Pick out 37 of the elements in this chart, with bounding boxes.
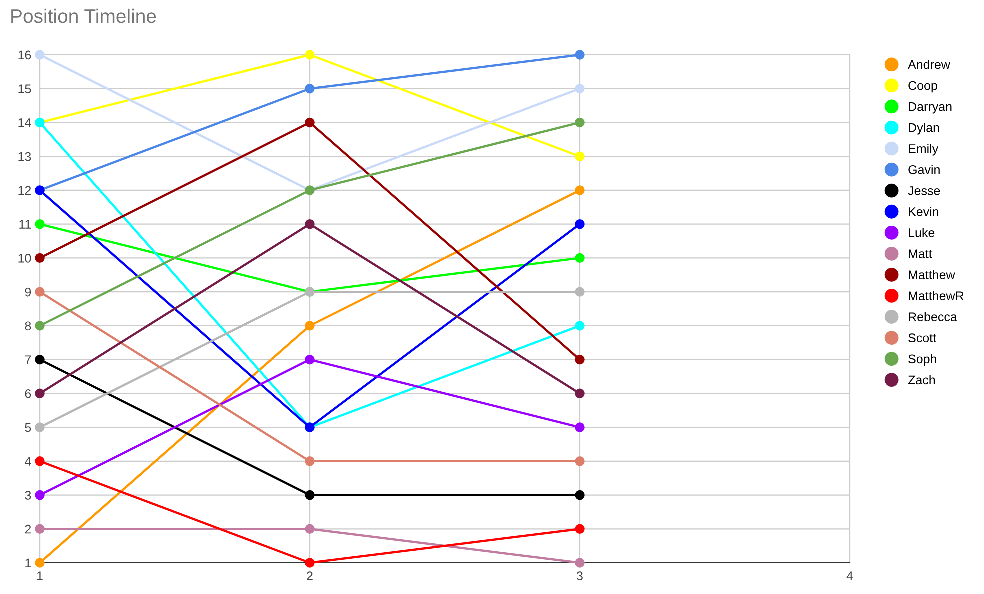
y-tick-label: 4 bbox=[25, 457, 32, 466]
legend-label: Gavin bbox=[908, 165, 940, 174]
y-tick-label: 14 bbox=[18, 118, 32, 128]
x-tick-label: 1 bbox=[37, 572, 43, 580]
legend-label: Kevin bbox=[909, 207, 939, 216]
x-tick-label: 4 bbox=[846, 572, 854, 580]
legend-label: Scott bbox=[908, 334, 936, 343]
legend-label: Jesse bbox=[908, 186, 940, 196]
legend-label: Dylan bbox=[909, 123, 940, 135]
y-tick-label: 15 bbox=[18, 84, 32, 94]
y-tick-label: 6 bbox=[25, 389, 32, 398]
y-tick-label: 3 bbox=[25, 491, 32, 500]
legend-label: Zach bbox=[908, 375, 936, 385]
y-tick-label: 10 bbox=[18, 254, 32, 263]
legend-label: Coop bbox=[908, 81, 938, 93]
legend-label: Andrew bbox=[908, 60, 950, 70]
x-tick-label: 2 bbox=[307, 572, 313, 580]
legend-label: MatthewR bbox=[909, 291, 964, 300]
y-tick-label: 5 bbox=[25, 423, 32, 432]
y-tick-label: 1 bbox=[26, 558, 32, 568]
x-tick-label: 3 bbox=[577, 572, 583, 581]
y-tick-label: 12 bbox=[18, 186, 32, 195]
legend-label: Rebecca bbox=[909, 312, 958, 322]
y-tick-label: 8 bbox=[25, 322, 32, 331]
y-tick-label: 7 bbox=[25, 356, 32, 364]
legend-label: Matt bbox=[909, 250, 932, 258]
legend-label: Soph bbox=[908, 354, 936, 366]
y-tick-label: 2 bbox=[25, 524, 32, 534]
chart-title: Position Timeline bbox=[12, 8, 156, 24]
y-tick-label: 9 bbox=[25, 288, 32, 297]
y-tick-label: 16 bbox=[18, 50, 32, 60]
y-tick-label: 13 bbox=[18, 152, 32, 162]
y-tick-label: 11 bbox=[20, 220, 32, 229]
legend-label: Matthew bbox=[909, 270, 956, 280]
legend-label: Emily bbox=[909, 144, 939, 156]
legend-label: Luke bbox=[909, 228, 935, 238]
legend-label: Darryan bbox=[909, 102, 952, 114]
